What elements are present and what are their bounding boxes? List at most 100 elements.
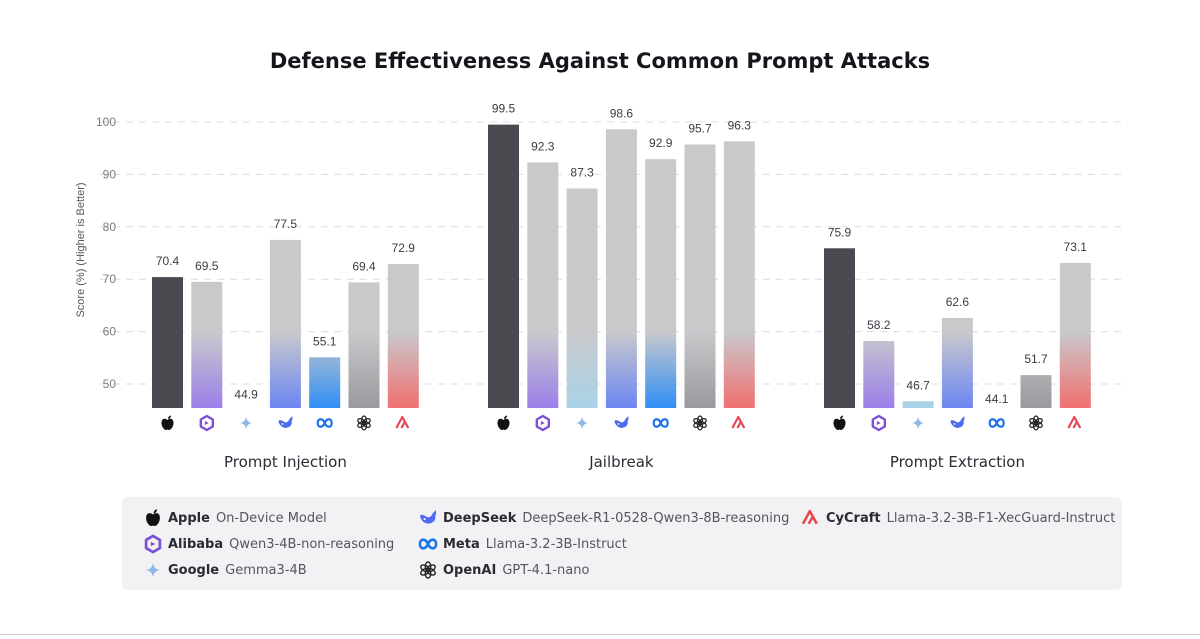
cycraft-icon: [800, 508, 822, 528]
deepseek-whale-icon: [417, 508, 439, 528]
legend-brand: DeepSeek: [443, 510, 517, 526]
data-label: 58.2: [867, 318, 891, 332]
legend-model: Llama-3.2-3B-F1-XecGuard-Instruct: [886, 510, 1116, 526]
bar-meta-1: [309, 357, 341, 408]
gemma-icon: [912, 417, 925, 429]
data-label: 44.9: [234, 388, 258, 402]
legend-brand: Meta: [443, 536, 480, 552]
bar-openai-2: [684, 144, 716, 409]
bar-cycraft-3: [1059, 262, 1091, 408]
cycraft-icon: [395, 415, 410, 429]
legend-brand: CyCraft: [826, 510, 881, 526]
legend-item-google: Google Gemma3-4B: [142, 560, 307, 580]
meta-infinity-icon: [988, 418, 1005, 428]
data-label: 73.1: [1064, 240, 1088, 254]
apple-icon: [142, 508, 164, 528]
data-label: 44.1: [985, 392, 1009, 406]
bar-alibaba-2: [527, 162, 559, 408]
legend-brand: Apple: [168, 510, 210, 526]
legend-brand: Google: [168, 562, 220, 578]
legend-model: Qwen3-4B-non-reasoning: [229, 536, 395, 552]
category-label: Jailbreak: [588, 453, 654, 471]
y-tick-label: 60: [103, 325, 117, 339]
bar-icons: [161, 414, 1082, 432]
bar-deepseek-2: [605, 129, 637, 408]
bar-apple-3: [824, 248, 855, 408]
bar-openai-1: [348, 282, 380, 408]
y-tick-label: 90: [103, 167, 117, 181]
openai-knot-icon: [693, 415, 707, 431]
meta-infinity-icon: [417, 534, 439, 554]
data-label: 77.5: [274, 217, 298, 231]
apple-icon: [833, 415, 846, 430]
bar-google-3: [902, 401, 934, 408]
openai-knot-icon: [357, 415, 371, 431]
data-label: 62.6: [946, 295, 970, 309]
deepseek-whale-icon: [950, 416, 965, 428]
qwen-icon: [142, 534, 164, 554]
legend-brand: OpenAI: [443, 562, 497, 578]
legend-item-deepseek: DeepSeek DeepSeek-R1-0528-Qwen3-8B-reason…: [417, 508, 789, 528]
legend-brand: Alibaba: [168, 536, 224, 552]
openai-knot-icon: [417, 560, 439, 580]
bar-cycraft-2: [723, 141, 755, 408]
bar-deepseek-1: [269, 239, 301, 408]
qwen-icon: [535, 414, 550, 432]
bar-apple-2: [488, 124, 519, 409]
legend-item-meta: Meta Llama-3.2-3B-Instruct: [417, 534, 627, 554]
y-tick-label: 70: [103, 272, 117, 286]
y-axis-label: Score (%) (Higher is Better): [75, 182, 87, 317]
bar-deepseek-3: [941, 317, 973, 408]
bar-meta-2: [645, 159, 677, 408]
gemma-icon: [240, 417, 253, 429]
data-label: 46.7: [906, 378, 930, 392]
data-label: 96.3: [728, 118, 752, 132]
bar-alibaba-3: [863, 341, 895, 408]
data-label: 95.7: [688, 122, 712, 136]
data-label: 72.9: [392, 241, 416, 255]
meta-infinity-icon: [652, 418, 669, 428]
bar-chart: Defense Effectiveness Against Common Pro…: [75, 49, 1125, 471]
bars: 70.4 69.5 44.9 77.5 55.1 69.4 72.9 99.5 92.3 87.3…: [152, 102, 1091, 409]
category-label: Prompt Extraction: [890, 453, 1025, 471]
data-label: 69.5: [195, 259, 219, 273]
chart-title: Defense Effectiveness Against Common Pro…: [270, 49, 930, 73]
data-label: 98.6: [610, 106, 634, 120]
bottom-divider: [0, 634, 1200, 635]
bar-apple-1: [152, 277, 183, 408]
data-label: 55.1: [313, 334, 337, 348]
meta-infinity-icon: [316, 418, 333, 428]
apple-icon: [161, 415, 174, 430]
y-tick-label: 100: [96, 115, 116, 129]
data-label: 87.3: [570, 166, 594, 180]
legend-item-alibaba: Alibaba Qwen3-4B-non-reasoning: [142, 534, 394, 554]
data-label: 70.4: [156, 254, 180, 268]
data-label: 92.9: [649, 136, 673, 150]
qwen-icon: [871, 414, 886, 432]
data-label: 51.7: [1024, 352, 1048, 366]
bar-alibaba-1: [191, 281, 223, 408]
deepseek-whale-icon: [614, 416, 629, 428]
legend-model: Llama-3.2-3B-Instruct: [485, 536, 627, 552]
cycraft-icon: [1067, 415, 1082, 429]
bar-openai-3: [1020, 375, 1052, 408]
legend-model: Gemma3-4B: [225, 562, 307, 578]
apple-icon: [497, 415, 510, 430]
legend-model: GPT-4.1-nano: [502, 562, 590, 578]
data-label: 75.9: [828, 225, 852, 239]
gemma-icon: [142, 560, 164, 580]
legend-item-openai: OpenAI GPT-4.1-nano: [417, 560, 589, 580]
category-labels: Prompt Injection Jailbreak Prompt Extracti…: [224, 453, 1025, 471]
legend-item-cycraft: CyCraft Llama-3.2-3B-F1-XecGuard-Instruct: [800, 508, 1115, 528]
data-label: 69.4: [352, 259, 376, 273]
bar-google-2: [566, 188, 598, 408]
legend-model: On-Device Model: [215, 510, 327, 526]
data-label: 92.3: [531, 139, 555, 153]
bar-cycraft-1: [387, 264, 419, 408]
gemma-icon: [576, 417, 589, 429]
y-tick-label: 80: [103, 220, 117, 234]
legend: Apple On-Device Model Alibaba Qwen3-4B-non-…: [122, 497, 1122, 590]
deepseek-whale-icon: [278, 416, 293, 428]
legend-model: DeepSeek-R1-0528-Qwen3-8B-reasoning: [522, 510, 790, 526]
legend-item-apple: Apple On-Device Model: [142, 508, 327, 528]
